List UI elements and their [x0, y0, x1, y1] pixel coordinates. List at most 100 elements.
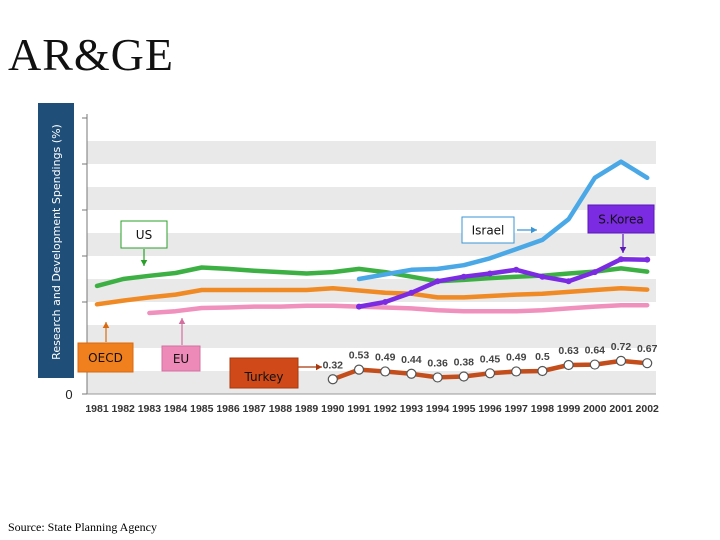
- callout-label: Israel: [472, 224, 505, 238]
- callout-label: OECD: [88, 351, 123, 365]
- x-tick-label: 1983: [138, 403, 162, 415]
- turkey-markers: [327, 355, 653, 385]
- turkey-data-label: 0.38: [454, 357, 475, 369]
- callout-label: US: [136, 228, 152, 242]
- band-shaded: [87, 371, 656, 394]
- y-tick-label: 0: [65, 387, 72, 402]
- x-tick-label: 1994: [426, 403, 450, 415]
- band-light: [87, 118, 656, 141]
- skorea-point: [408, 289, 415, 296]
- turkey-marker: [327, 374, 338, 385]
- x-tick-label: 1997: [505, 403, 529, 415]
- skorea-point: [460, 273, 467, 280]
- x-tick-label: 1987: [243, 403, 267, 415]
- series-line-skorea: [356, 256, 650, 309]
- turkey-data-label: 0.32: [323, 359, 344, 371]
- callout-box: [77, 342, 134, 373]
- turkey-marker: [406, 368, 417, 379]
- x-tick-label: 2000: [583, 403, 607, 415]
- band-light: [87, 164, 656, 187]
- x-tick-label: 2002: [636, 403, 660, 415]
- callouts: US OECD EU Israel S.Korea Turkey: [77, 204, 655, 389]
- x-tick-label: 1985: [190, 403, 214, 415]
- y-axis-label-panel: [38, 103, 74, 378]
- x-tick-label: 1986: [216, 403, 240, 415]
- turkey-data-label: 0.67: [637, 343, 658, 355]
- x-tick-label: 1999: [557, 403, 581, 415]
- series-line-us: [94, 265, 650, 289]
- x-tick-label: 1982: [112, 403, 136, 415]
- x-tick-label: 1996: [478, 403, 502, 415]
- callout-us: US: [120, 220, 168, 266]
- skorea-point: [539, 273, 546, 280]
- skorea-point: [356, 303, 362, 310]
- x-tick-label: 1993: [400, 403, 424, 415]
- x-axis: 1981 1982 1983 1984 1985 1986 1987 1988 1989 1990…: [85, 393, 660, 415]
- band-light: [87, 256, 656, 279]
- skorea-point: [591, 269, 598, 276]
- skorea-point: [644, 256, 651, 263]
- callout-skorea: S.Korea: [587, 204, 655, 253]
- callout-arrow-head: [102, 322, 110, 328]
- callout-israel: Israel: [461, 216, 537, 244]
- band-shaded: [87, 233, 656, 256]
- callout-box: [161, 345, 201, 372]
- callout-label: EU: [173, 352, 189, 366]
- turkey-data-label: 0.72: [611, 341, 632, 353]
- x-tick-label: 1998: [531, 403, 555, 415]
- series-line-eu: [147, 302, 650, 316]
- callout-arrow-head: [619, 247, 627, 253]
- turkey-marker: [380, 366, 391, 377]
- skorea-point: [565, 278, 572, 285]
- x-tick-label: 1988: [269, 403, 293, 415]
- callout-arrow-head: [178, 318, 186, 324]
- skorea-point: [487, 270, 493, 277]
- y-axis-label-group: Research and Development Spendings (%): [38, 103, 74, 378]
- band-shaded: [87, 187, 656, 210]
- turkey-marker: [511, 366, 522, 377]
- x-tick-label: 1990: [321, 403, 345, 415]
- callout-arrow-head: [316, 363, 322, 371]
- callout-arrow-head: [140, 260, 148, 266]
- turkey-data-label: 0.53: [349, 350, 370, 362]
- x-tick-label: 1984: [164, 403, 188, 415]
- skorea-point: [618, 256, 624, 263]
- turkey-marker: [353, 364, 365, 375]
- chart-background-bands: [87, 118, 656, 394]
- callout-label: Turkey: [243, 370, 283, 384]
- turkey-data-label: 0.49: [506, 351, 527, 363]
- band-shaded: [87, 141, 656, 164]
- series-line-israel: [356, 159, 650, 282]
- x-tick-label: 1991: [347, 403, 371, 415]
- turkey-data-label: 0.44: [401, 354, 422, 366]
- source-note: Source: State Planning Agency: [8, 520, 157, 534]
- turkey-marker: [589, 359, 600, 370]
- skorea-point: [434, 278, 441, 285]
- turkey-data-label: 0.45: [480, 353, 501, 365]
- turkey-marker: [642, 358, 653, 369]
- x-tick-label: 1989: [295, 403, 319, 415]
- turkey-marker: [537, 365, 548, 377]
- callout-eu: EU: [161, 318, 201, 372]
- callout-arrow-head: [531, 226, 537, 234]
- x-tick-label: 1992: [374, 403, 398, 415]
- y-axis-label: Research and Development Spendings (%): [50, 124, 63, 360]
- x-tick-label: 1995: [452, 403, 476, 415]
- callout-box: [587, 204, 655, 234]
- skorea-point: [513, 266, 520, 273]
- turkey-data-label: 0.63: [558, 345, 579, 357]
- turkey-marker: [432, 372, 443, 383]
- callout-box: [461, 216, 515, 244]
- turkey-data-labels: 0.32 0.53 0.49 0.44 0.36 0.38 0.45 0.49 0.5 0.63 0…: [323, 341, 658, 371]
- x-tick-label: 1981: [85, 403, 109, 415]
- callout-turkey: Turkey: [229, 357, 322, 389]
- band-shaded: [87, 325, 656, 348]
- turkey-data-label: 0.36: [427, 357, 448, 369]
- turkey-marker: [563, 359, 574, 371]
- series-line-oecd: [94, 285, 650, 307]
- callout-oecd: OECD: [77, 322, 134, 373]
- skorea-point: [382, 299, 389, 305]
- turkey-marker: [484, 368, 496, 379]
- callout-box: [229, 357, 299, 389]
